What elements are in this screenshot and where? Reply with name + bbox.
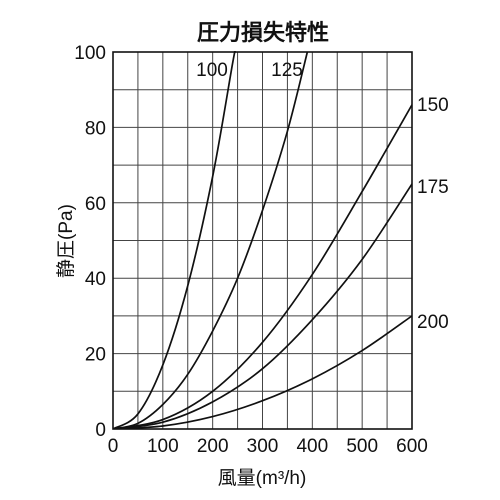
plot-frame [112, 51, 413, 430]
series-line-150 [113, 104, 412, 429]
series-labels: 100 125 150 175 200 [196, 60, 449, 333]
series-label-125: 125 [271, 60, 303, 81]
y-tick-label: 40 [85, 269, 106, 290]
series-line-200 [113, 315, 412, 429]
x-tick-label: 600 [396, 436, 428, 457]
series-line-175 [113, 183, 412, 429]
x-tick-label: 200 [197, 436, 229, 457]
x-tick-label: 400 [296, 436, 328, 457]
y-tick-label: 60 [85, 194, 106, 215]
series-label-150: 150 [417, 95, 449, 116]
x-tick-label: 0 [108, 436, 119, 457]
tick-labels: 0 100 200 300 400 500 600 0 20 40 60 80 100 [74, 43, 428, 457]
series-line-125 [113, 51, 309, 429]
y-tick-label: 100 [74, 43, 106, 64]
series-label-175: 175 [417, 177, 449, 198]
x-tick-label: 500 [346, 436, 378, 457]
x-tick-label: 100 [147, 436, 179, 457]
series-label-100: 100 [196, 60, 228, 81]
chart-title: 圧力損失特性 [197, 20, 329, 45]
x-tick-label: 300 [247, 436, 279, 457]
y-tick-label: 80 [85, 118, 106, 139]
y-tick-label: 20 [85, 345, 106, 366]
x-axis-label: 風量(m³/h) [218, 468, 307, 489]
series-line-100 [113, 51, 236, 429]
y-tick-label: 0 [95, 420, 106, 441]
y-axis-label: 静圧(Pa) [55, 204, 77, 278]
curves [113, 51, 412, 429]
series-label-200: 200 [417, 312, 449, 333]
grid [113, 52, 412, 429]
